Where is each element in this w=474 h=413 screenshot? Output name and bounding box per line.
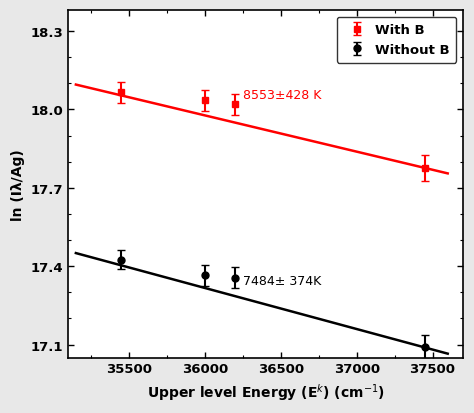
Text: 8553±428 K: 8553±428 K	[243, 88, 321, 101]
Y-axis label: ln (Iλ/Ag): ln (Iλ/Ag)	[11, 149, 25, 220]
Text: 7484± 374K: 7484± 374K	[243, 275, 321, 288]
X-axis label: Upper level Energy (E$^k$) (cm$^{-1}$): Upper level Energy (E$^k$) (cm$^{-1}$)	[146, 381, 384, 402]
Legend: With B, Without B: With B, Without B	[337, 18, 456, 63]
